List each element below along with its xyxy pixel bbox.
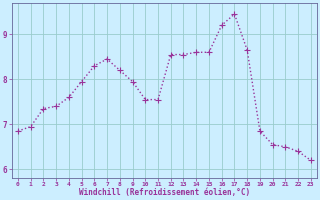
X-axis label: Windchill (Refroidissement éolien,°C): Windchill (Refroidissement éolien,°C): [79, 188, 250, 197]
